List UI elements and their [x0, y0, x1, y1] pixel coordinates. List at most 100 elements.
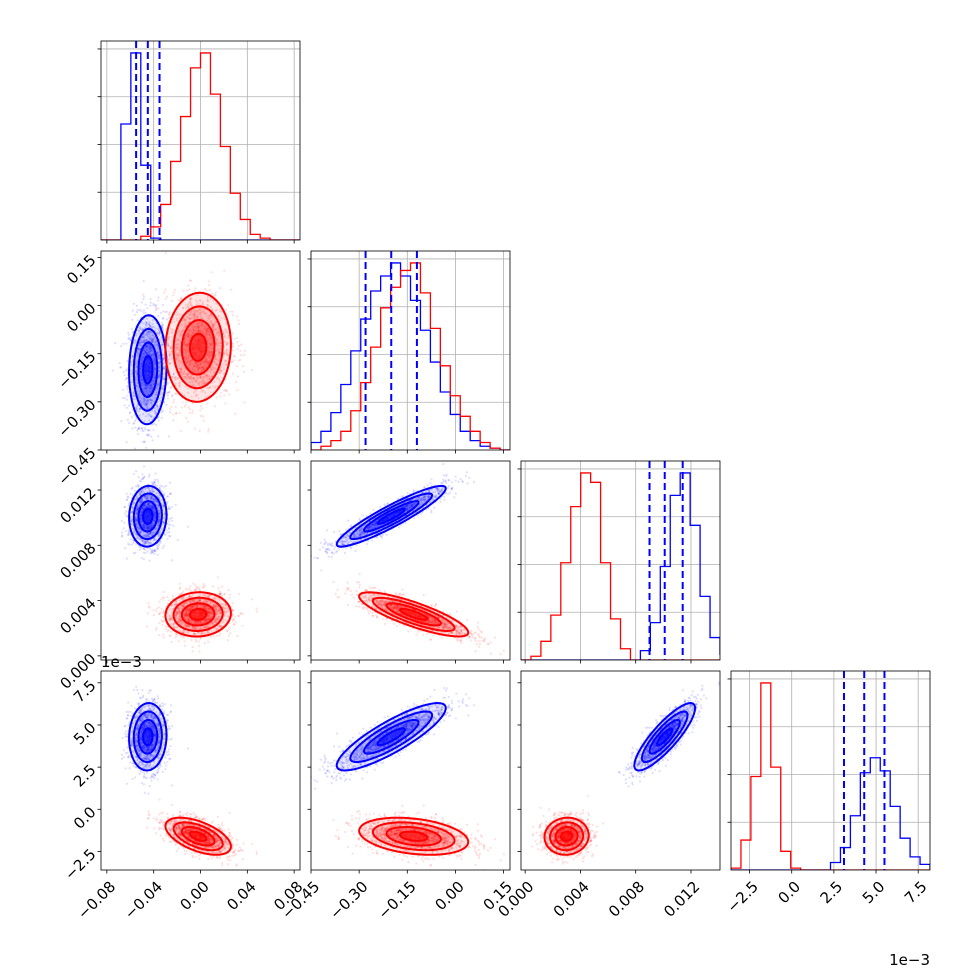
sample-point: [147, 475, 150, 478]
sample-point: [182, 329, 185, 332]
sample-point: [190, 639, 193, 642]
sample-point: [188, 313, 191, 316]
sample-point: [142, 352, 145, 355]
sample-point: [154, 409, 157, 412]
sample-point: [133, 393, 136, 396]
sample-point: [145, 387, 149, 390]
sample-point: [126, 359, 129, 363]
sample-point: [223, 269, 226, 272]
sample-point: [201, 310, 204, 313]
sample-point: [148, 559, 151, 562]
sample-point: [169, 347, 172, 350]
sample-point: [164, 288, 167, 291]
sample-point: [206, 337, 209, 340]
sample-point: [174, 392, 177, 395]
histograms: [101, 41, 300, 240]
sample-point: [157, 381, 160, 384]
sample-point: [170, 640, 173, 644]
sample-point: [207, 315, 210, 318]
sample-point: [153, 375, 156, 379]
sample-point: [148, 326, 152, 329]
sample-point: [152, 319, 155, 322]
sample-point: [137, 427, 140, 430]
sample-point: [126, 398, 129, 401]
sample-point: [131, 427, 134, 430]
sample-point: [155, 607, 158, 610]
sample-point: [172, 413, 175, 416]
sample-point: [210, 343, 213, 347]
sample-point: [255, 607, 258, 610]
sample-point: [214, 355, 217, 358]
sample-point: [166, 537, 169, 541]
sample-point: [210, 336, 213, 339]
sample-point: [183, 394, 186, 397]
sample-point: [190, 304, 193, 307]
sample-point: [202, 419, 205, 422]
sample-point: [151, 334, 154, 337]
sample-point: [194, 390, 198, 393]
sample-point: [152, 304, 155, 307]
sample-point: [151, 439, 154, 442]
sample-point: [240, 353, 243, 357]
sample-point: [208, 355, 211, 358]
sample-point: [201, 361, 204, 364]
sample-point: [241, 364, 245, 367]
sample-point: [203, 324, 206, 327]
sample-point: [214, 327, 217, 330]
sample-point: [176, 354, 179, 358]
sample-point: [184, 318, 187, 321]
sample-point: [155, 343, 158, 346]
sample-point: [128, 543, 131, 546]
sample-point: [127, 331, 130, 334]
sample-point: [141, 377, 144, 380]
sample-point: [188, 407, 191, 411]
sample-point: [188, 381, 192, 384]
sample-point: [154, 327, 157, 330]
sample-point: [127, 504, 130, 507]
sample-point: [150, 384, 153, 387]
sample-point: [156, 553, 159, 556]
sample-point: [188, 288, 191, 291]
sample-point: [144, 387, 147, 390]
sample-point: [120, 535, 124, 538]
sample-point: [214, 329, 217, 332]
sample-point: [155, 404, 158, 407]
sample-point: [157, 419, 160, 422]
sample-point: [145, 386, 148, 389]
sample-point: [200, 383, 204, 386]
sample-point: [147, 400, 150, 403]
sample-point: [158, 330, 161, 333]
sample-point: [141, 293, 144, 296]
sample-point: [204, 365, 207, 368]
sample-point: [125, 529, 128, 533]
sample-point: [206, 402, 209, 405]
sample-point: [212, 330, 216, 333]
sample-point: [194, 638, 197, 641]
sample-point: [206, 327, 209, 330]
sample-point: [162, 303, 165, 307]
sample-point: [132, 422, 135, 425]
sample-point: [199, 308, 202, 311]
sample-point: [146, 345, 149, 348]
sample-point: [180, 368, 183, 372]
sample-point: [157, 307, 160, 310]
sample-point: [197, 326, 200, 329]
sample-point: [185, 417, 188, 420]
sample-point: [140, 402, 143, 406]
sample-point: [176, 339, 180, 342]
sample-point: [123, 505, 126, 508]
sample-point: [223, 318, 226, 321]
sample-point: [170, 405, 173, 408]
sample-point: [156, 484, 159, 487]
sample-point: [127, 337, 131, 340]
sample-point: [157, 314, 160, 318]
sample-point: [157, 355, 160, 358]
sample-point: [142, 478, 145, 481]
sample-point: [184, 336, 187, 339]
sample-point: [176, 343, 179, 346]
sample-point: [227, 336, 230, 339]
sample-point: [184, 334, 187, 337]
sample-point: [138, 407, 141, 411]
sample-point: [215, 363, 219, 367]
sample-point: [237, 344, 240, 347]
